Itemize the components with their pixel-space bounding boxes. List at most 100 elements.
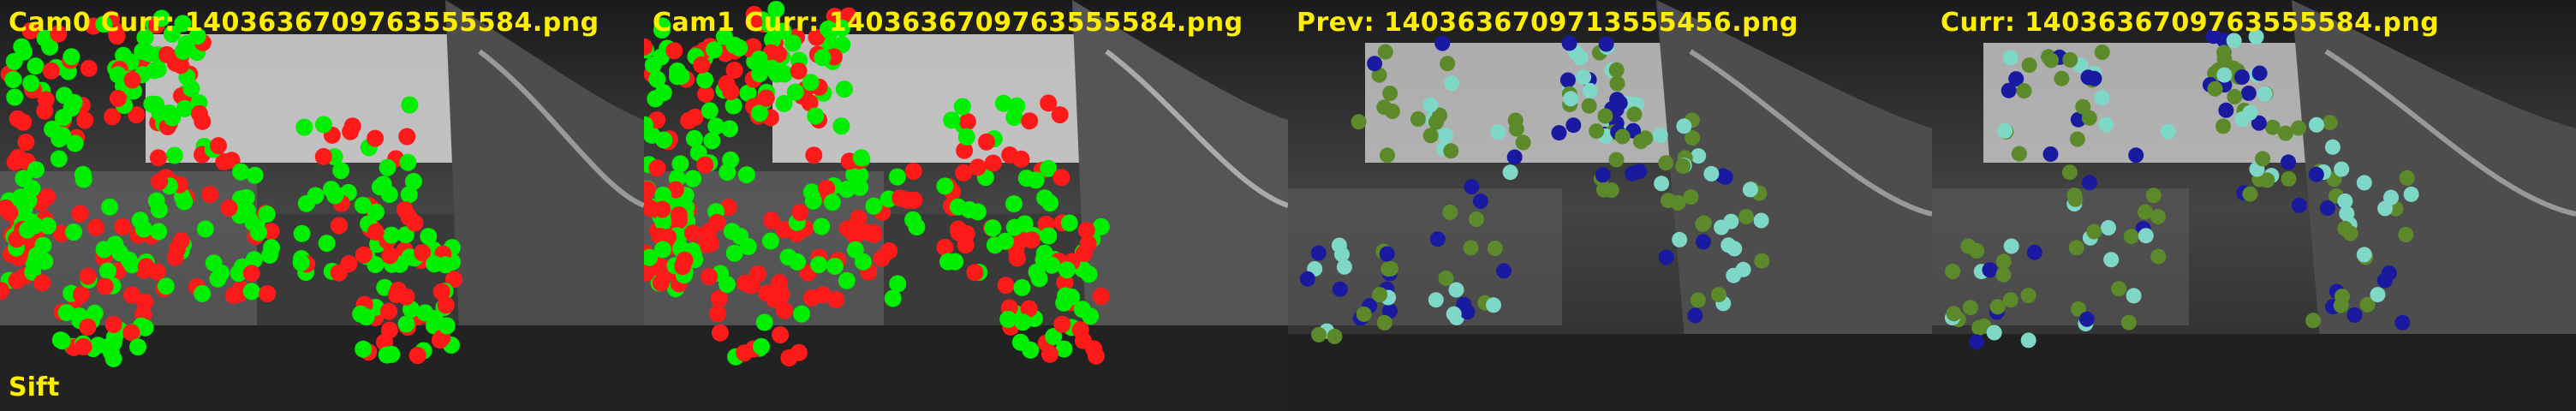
feature-point (250, 223, 267, 241)
feature-point (791, 204, 809, 222)
feature-point (762, 211, 780, 229)
feature-point (1382, 260, 1398, 277)
feature-point (223, 152, 241, 170)
feature-point (314, 116, 332, 134)
feature-point (2356, 175, 2372, 191)
feature-point (710, 289, 728, 307)
feature-point (50, 150, 68, 168)
feature-point (1995, 266, 2012, 283)
feature-point (1013, 278, 1031, 296)
feature-point (1683, 189, 1699, 206)
feature-point (827, 291, 845, 308)
feature-point (2356, 247, 2372, 263)
feature-point (1997, 122, 2013, 139)
feature-point (1676, 118, 1692, 134)
feature-point (854, 253, 872, 271)
feature-point (2227, 88, 2243, 104)
feature-point (665, 42, 683, 60)
feature-point (1565, 117, 1582, 134)
feature-point (79, 267, 97, 285)
feature-point (1658, 155, 1674, 171)
feature-point (2308, 166, 2324, 182)
frame-caption: Cam0 Curr: 1403636709763555584.png (9, 8, 599, 38)
feature-point (89, 337, 107, 354)
feature-point (775, 221, 793, 239)
feature-point (1036, 189, 1053, 207)
feature-point (1351, 114, 1367, 130)
feature-point (725, 244, 743, 262)
feature-point (826, 257, 844, 275)
feature-point (1052, 169, 1070, 187)
feature-point (2234, 111, 2251, 127)
feature-point (644, 38, 653, 56)
feature-point (696, 156, 714, 174)
feature-point (1559, 72, 1576, 88)
feature-point (71, 205, 89, 223)
feature-point (1690, 292, 1706, 308)
feature-point (2322, 115, 2338, 131)
feature-point (1030, 270, 1048, 288)
feature-point (1092, 288, 1110, 305)
feature-point (2305, 313, 2322, 329)
feature-point (75, 170, 92, 188)
feature-point (15, 113, 33, 131)
feature-point (380, 321, 398, 339)
feature-point (1075, 244, 1093, 262)
feature-point (176, 99, 194, 117)
feature-points-layer (1299, 35, 1770, 344)
feature-point (2002, 292, 2018, 308)
frame-caption: Curr: 1403636709763555584.png (1941, 8, 2440, 38)
feature-point (891, 189, 909, 207)
feature-point (1561, 35, 1577, 51)
feature-point (1437, 128, 1453, 144)
feature-point (123, 286, 141, 304)
feature-point (708, 213, 726, 231)
feature-point (95, 15, 113, 33)
feature-point (1986, 325, 2002, 341)
feature-point (2205, 28, 2221, 45)
feature-point (724, 97, 742, 115)
feature-point (1654, 176, 1670, 192)
feature-point (711, 324, 729, 342)
feature-point (1376, 99, 1392, 116)
feature-point (1675, 158, 1691, 174)
feature-point (1056, 274, 1074, 292)
feature-point (2242, 186, 2258, 202)
feature-point (2291, 120, 2306, 136)
feature-point (6, 88, 24, 106)
feature-point (1073, 301, 1091, 319)
feature-point (367, 129, 385, 147)
feature-point (1595, 167, 1611, 183)
feature-point (326, 187, 344, 205)
feature-point (2150, 209, 2166, 225)
feature-point (2359, 296, 2376, 313)
feature-point (2026, 244, 2042, 260)
feature-point (969, 158, 987, 176)
feature-point (176, 193, 194, 211)
feature-point (1051, 106, 1069, 124)
feature-point (1685, 130, 1701, 146)
feature-point (1614, 128, 1631, 145)
feature-point (766, 290, 783, 308)
feature-point (696, 71, 714, 89)
feature-point (1515, 134, 1531, 151)
feature-point (1696, 234, 1711, 250)
feature-point (1422, 128, 1439, 144)
feature-point (2319, 200, 2335, 216)
feature-point (2234, 69, 2250, 85)
feature-point (1422, 97, 1439, 113)
feature-point (1661, 193, 1676, 209)
feature-point (2002, 50, 2018, 66)
feature-point (719, 276, 736, 294)
feature-point (2216, 45, 2232, 61)
feature-point (401, 96, 419, 114)
feature-point (27, 57, 45, 75)
feature-point (888, 168, 906, 186)
feature-point (96, 277, 114, 295)
feature-point (1589, 123, 1605, 140)
feature-point (104, 108, 122, 126)
feature-point (1496, 263, 1512, 279)
feature-point (1299, 271, 1315, 287)
feature-point (984, 154, 1002, 172)
feature-point (397, 315, 415, 333)
